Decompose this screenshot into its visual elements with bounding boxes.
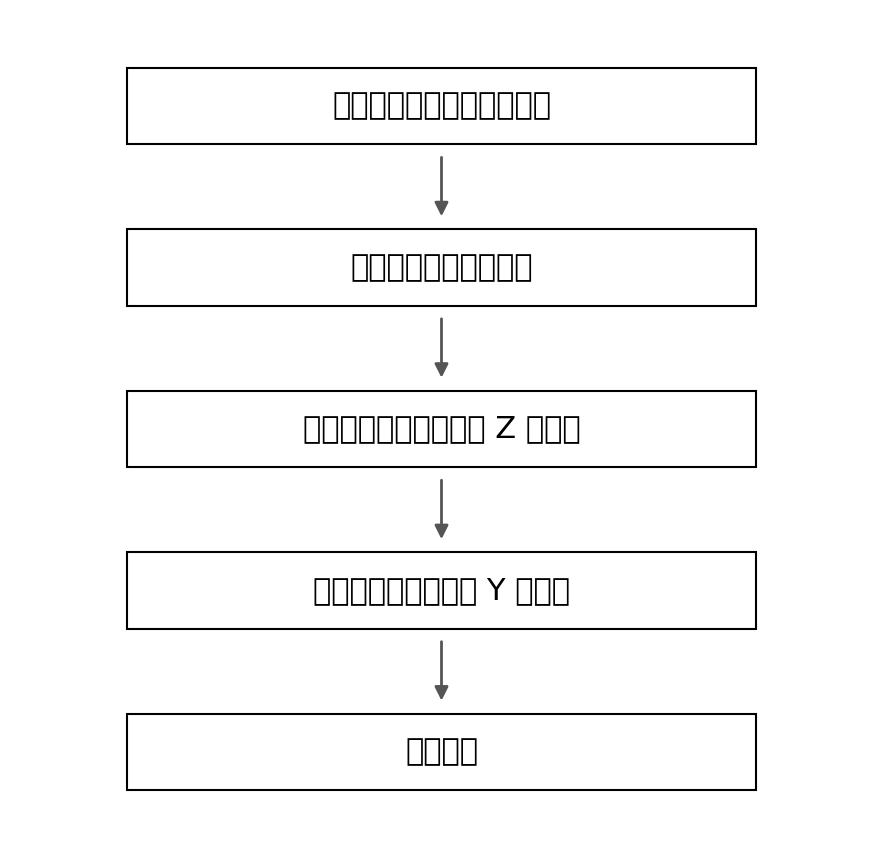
FancyBboxPatch shape <box>126 714 757 790</box>
FancyBboxPatch shape <box>126 68 757 144</box>
FancyBboxPatch shape <box>126 390 757 468</box>
Text: 激光线中心点的计算与 Z 轴标定: 激光线中心点的计算与 Z 轴标定 <box>303 414 580 444</box>
FancyBboxPatch shape <box>126 553 757 629</box>
Text: 量块光条长度计算与 Y 轴标定: 量块光条长度计算与 Y 轴标定 <box>313 576 570 605</box>
FancyBboxPatch shape <box>126 229 757 305</box>
Text: 测量范围与量块尺寸的选择: 测量范围与量块尺寸的选择 <box>332 92 551 121</box>
Text: 量块标准图像集的拍摄: 量块标准图像集的拍摄 <box>351 253 532 282</box>
Text: 误差评估: 误差评估 <box>405 737 478 766</box>
